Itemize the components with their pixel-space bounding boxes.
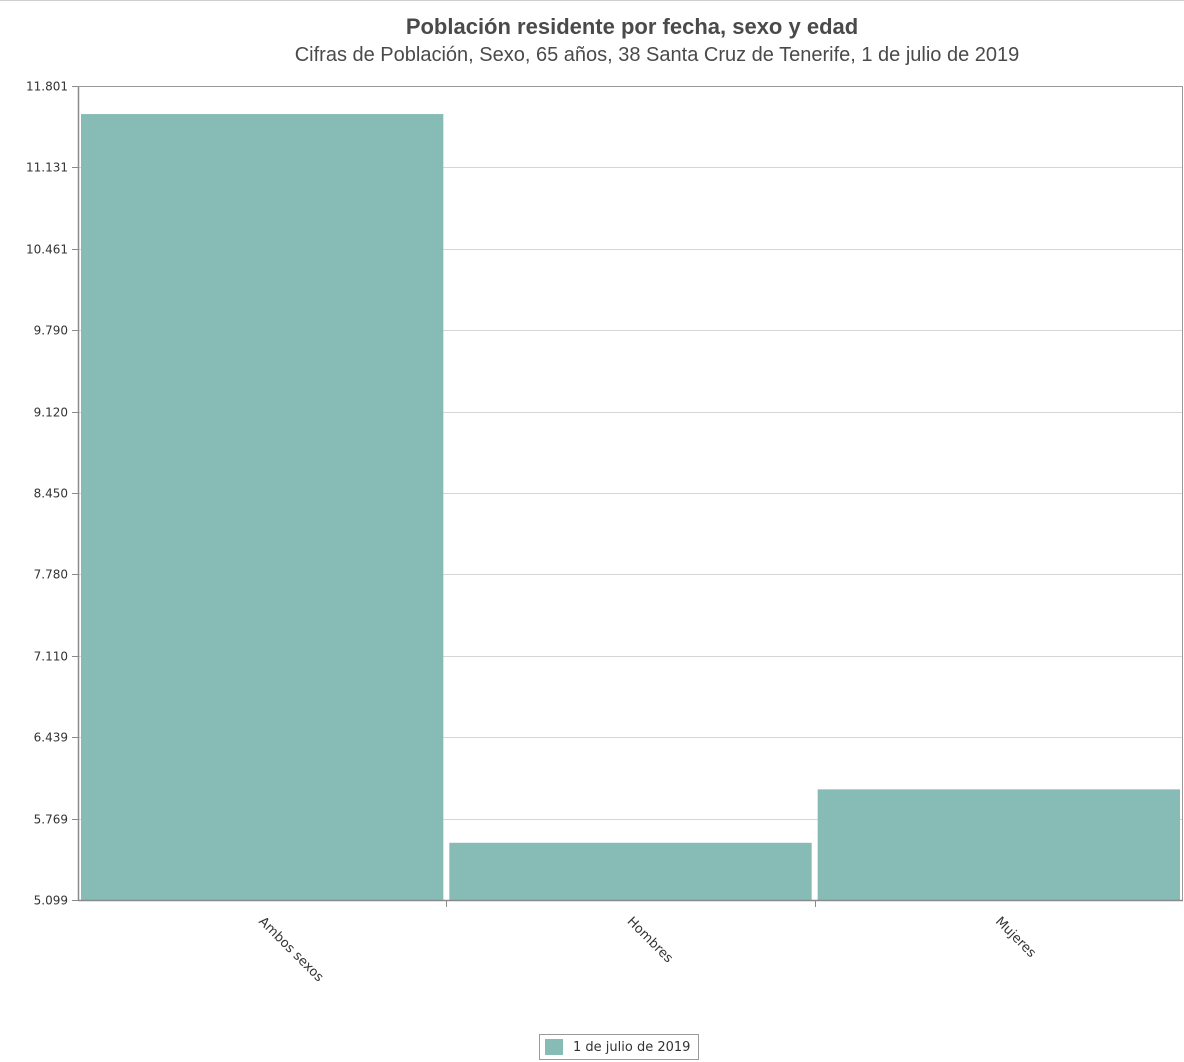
legend[interactable]: 1 de julio de 2019 (539, 1034, 700, 1060)
x-tick-label: Hombres (624, 914, 676, 966)
y-tick-label: 9.120 (34, 406, 68, 420)
y-tick-label: 7.110 (34, 650, 68, 664)
y-tick-label: 5.769 (34, 813, 68, 827)
chart-title: Población residente por fecha, sexo y ed… (405, 14, 859, 39)
bar-mujeres[interactable] (817, 789, 1180, 900)
y-tick-label: 11.801 (26, 80, 68, 94)
axes (72, 86, 1183, 907)
top-divider (0, 0, 1184, 1)
y-tick-labels: 5.099 5.769 6.439 7.110 7.780 8.450 9.120 9.790… (26, 80, 68, 908)
x-tick-label: Mujeres (992, 914, 1039, 961)
legend-label: 1 de julio de 2019 (573, 1039, 691, 1055)
y-tick-label: 6.439 (34, 731, 68, 745)
y-tick-label: 7.780 (34, 568, 68, 582)
x-tick-labels: Ambos sexos Hombres Mujeres (255, 914, 1038, 985)
bars (81, 114, 1180, 901)
y-tick-label: 11.131 (26, 161, 68, 175)
bar-hombres[interactable] (449, 842, 812, 900)
y-tick-label: 8.450 (34, 487, 68, 501)
chart-subtitle: Cifras de Población, Sexo, 65 años, 38 S… (294, 44, 1020, 66)
y-tick-label: 5.099 (34, 894, 68, 908)
y-tick-label: 9.790 (34, 324, 68, 338)
legend-swatch (545, 1039, 563, 1055)
x-tick-label: Ambos sexos (255, 914, 326, 985)
y-tick-label: 10.461 (26, 243, 68, 257)
bar-ambos-sexos[interactable] (81, 114, 444, 901)
